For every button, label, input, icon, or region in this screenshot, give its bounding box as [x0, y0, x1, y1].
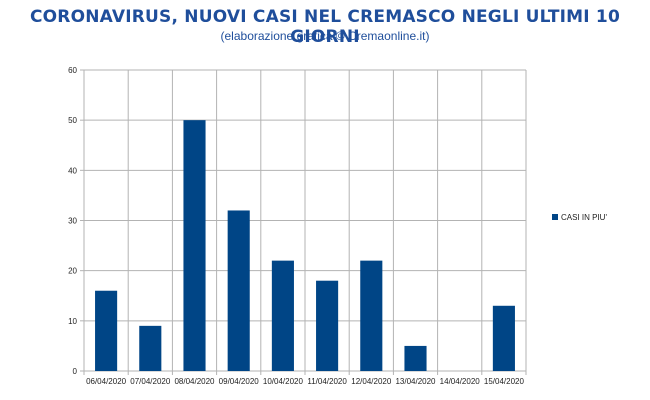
y-tick-label: 30 [68, 217, 77, 226]
bar [404, 345, 427, 371]
y-tick-label: 20 [68, 267, 77, 276]
x-tick-label: 08/04/2020 [174, 377, 215, 386]
x-tick-label: 15/04/2020 [484, 377, 525, 386]
legend-swatch [552, 214, 558, 220]
chart-subtitle: (elaborazione grafica © Cremaonline.it) [220, 29, 430, 43]
chart-title: CORONAVIRUS, NUOVI CASI NEL CREMASCO NEG… [29, 7, 620, 47]
y-tick-label: 40 [68, 166, 77, 175]
bar [95, 290, 118, 371]
bar [316, 280, 339, 371]
x-tick-label: 14/04/2020 [440, 377, 481, 386]
x-tick-label: 06/04/2020 [86, 377, 127, 386]
y-tick-label: 10 [68, 317, 77, 326]
bar [271, 260, 294, 371]
bar [360, 260, 383, 371]
bar [492, 305, 515, 371]
y-tick-label: 60 [68, 66, 77, 75]
bar [227, 210, 250, 371]
x-tick-label: 13/04/2020 [395, 377, 436, 386]
x-tick-label: 10/04/2020 [263, 377, 304, 386]
bar [183, 120, 206, 371]
x-tick-label: 12/04/2020 [351, 377, 392, 386]
x-tick-label: 09/04/2020 [219, 377, 260, 386]
bar [139, 325, 162, 371]
x-tick-label: 11/04/2020 [307, 377, 347, 386]
y-tick-label: 50 [68, 116, 77, 125]
legend-label: CASI IN PIU' [561, 213, 607, 222]
x-tick-label: 07/04/2020 [130, 377, 171, 386]
y-tick-label: 0 [73, 367, 78, 376]
